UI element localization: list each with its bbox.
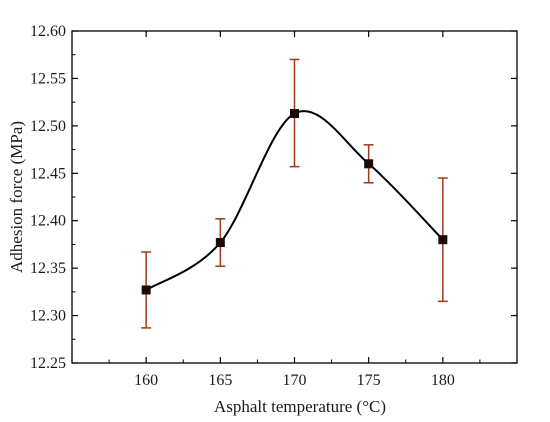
axis-ticks [72, 30, 517, 364]
y-tick-label: 12.30 [30, 308, 66, 325]
y-axis-label: Adhesion force (MPa) [7, 121, 26, 273]
y-tick-label: 12.45 [30, 165, 66, 182]
data-markers [141, 109, 448, 295]
error-bars [141, 58, 448, 329]
data-point [215, 238, 225, 248]
y-tick-label: 12.55 [30, 70, 66, 87]
x-tick-label: 160 [134, 372, 158, 389]
y-tick-label: 12.25 [30, 355, 66, 372]
y-tick-label: 12.40 [30, 213, 66, 230]
x-axis-label: Asphalt temperature (°C) [214, 397, 386, 416]
y-tick-label: 12.60 [30, 23, 66, 40]
data-point [290, 109, 299, 119]
data-point [141, 285, 151, 295]
x-tick-label: 165 [208, 372, 232, 389]
tick-labels: 160 165 170 175 180 12.25 12.30 12.35 12.40 12.45… [30, 23, 455, 389]
x-tick-label: 180 [431, 372, 455, 389]
data-point [438, 235, 448, 245]
data-point [364, 159, 374, 169]
y-tick-label: 12.35 [30, 260, 66, 277]
x-tick-label: 170 [283, 372, 307, 389]
x-tick-label: 175 [357, 372, 381, 389]
y-tick-label: 12.50 [30, 118, 66, 135]
